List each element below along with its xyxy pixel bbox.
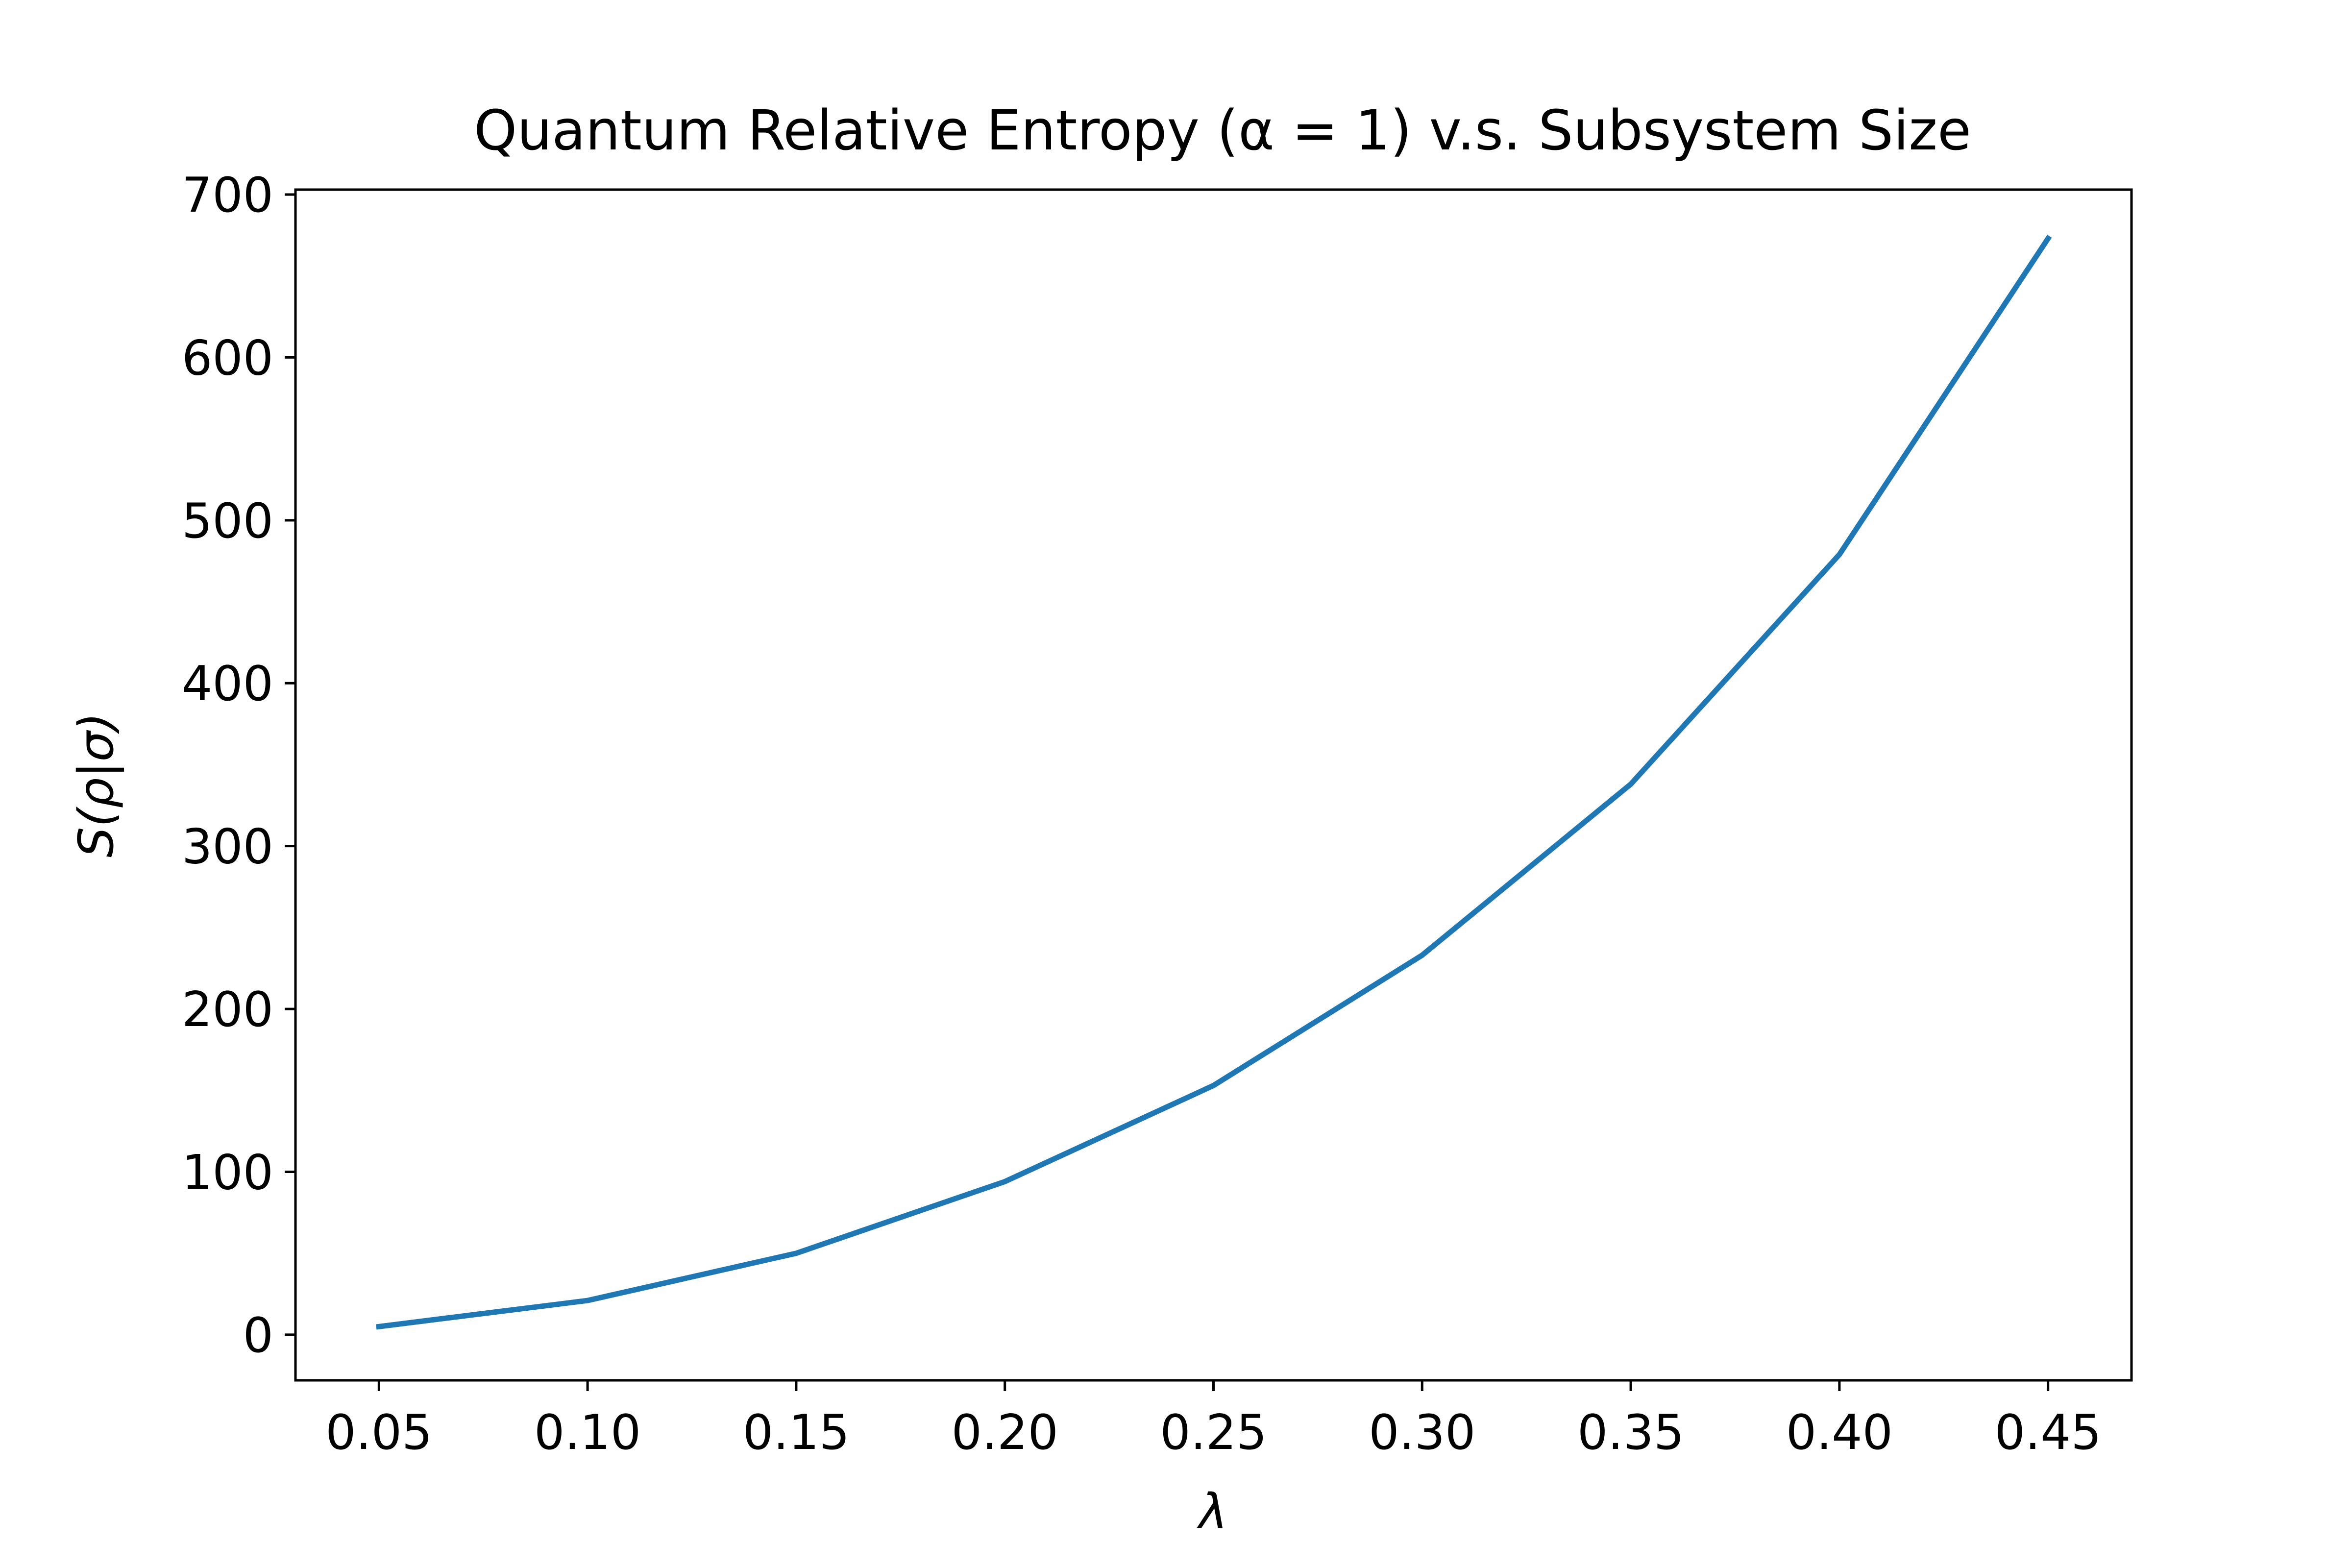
plot-area	[376, 235, 2052, 1330]
y-tick-label: 500	[182, 493, 273, 549]
x-axis-label: λ	[1197, 1484, 1227, 1540]
x-tick-label: 0.40	[1786, 1405, 1893, 1461]
y-tick-label: 200	[182, 982, 273, 1038]
series-line	[376, 235, 2052, 1330]
x-tick-label: 0.35	[1577, 1405, 1684, 1461]
y-tick-label: 400	[182, 656, 273, 712]
y-tick-label: 700	[182, 168, 273, 223]
y-tick-label: 600	[182, 330, 273, 386]
y-tick-label: 0	[243, 1308, 273, 1364]
axes-frame	[294, 188, 2133, 1382]
x-axis-ticks: 0.05 0.10 0.15 0.20 0.25 0.30 0.35 0.40 0.45	[325, 1380, 2102, 1461]
x-tick-label: 0.10	[534, 1405, 641, 1461]
y-tick-label: 100	[182, 1145, 273, 1201]
x-tick-label: 0.30	[1369, 1405, 1475, 1461]
x-tick-label: 0.15	[743, 1405, 850, 1461]
x-tick-label: 0.05	[325, 1405, 432, 1461]
y-axis-label: S(ρ|σ)	[69, 712, 124, 858]
x-tick-label: 0.45	[1995, 1405, 2102, 1461]
chart-title: Quantum Relative Entropy (α = 1) v.s. Su…	[474, 99, 1971, 163]
x-tick-label: 0.25	[1160, 1405, 1267, 1461]
y-axis-ticks: 0 100 200 300 400 500 600 700	[182, 168, 295, 1364]
y-tick-label: 300	[182, 819, 273, 875]
x-tick-label: 0.20	[952, 1405, 1058, 1461]
